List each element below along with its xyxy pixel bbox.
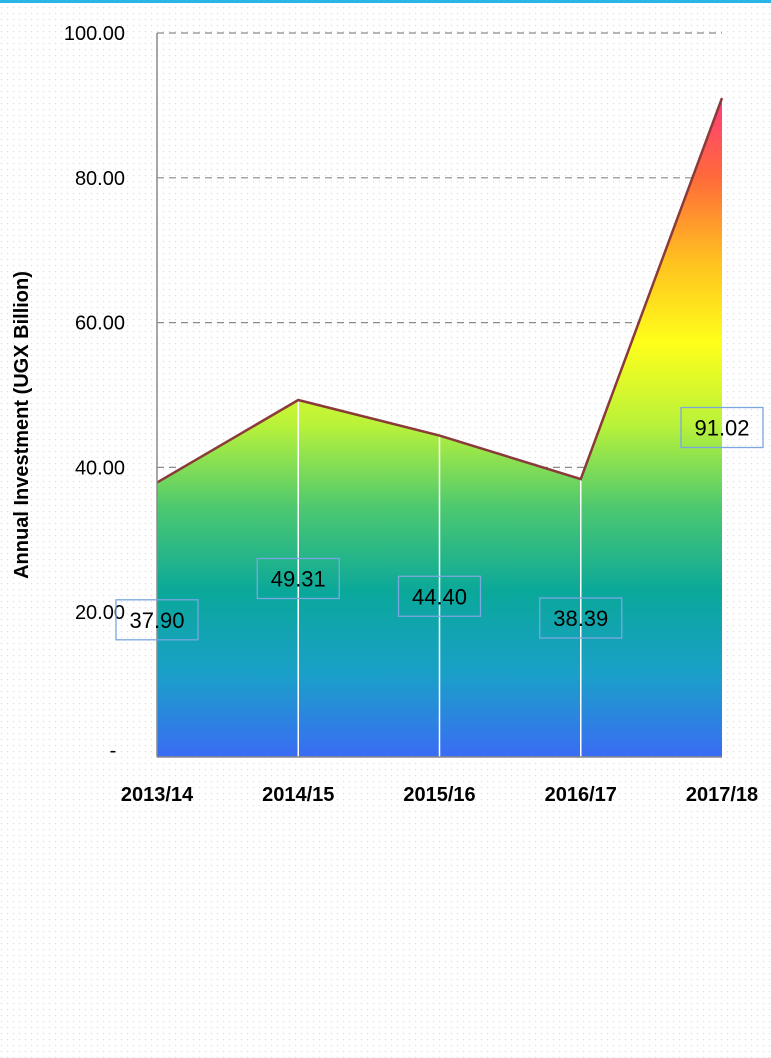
x-tick-label: 2013/14: [121, 784, 194, 806]
data-label: 44.40: [412, 584, 467, 609]
top-border: [0, 0, 771, 3]
y-tick-label: 20.00: [75, 602, 125, 624]
data-label-box: [256, 557, 340, 600]
y-tick-label: 40.00: [75, 457, 125, 479]
y-tick-label: 100.00: [64, 23, 125, 45]
data-label-box: [680, 406, 764, 449]
y-tick-label: -: [110, 740, 117, 762]
x-tick-label: 2017/18: [686, 784, 758, 806]
axes: - 20.00 40.00 60.00 80.00 100.00 2013/14 2014/1…: [64, 23, 758, 806]
data-label: 38.39: [553, 606, 608, 631]
x-tick-label: 2015/16: [403, 784, 475, 806]
series-line: [156, 97, 724, 484]
x-tick-label: 2016/17: [545, 784, 617, 806]
area-series: [156, 97, 724, 757]
data-labels: 37.90 49.31 44.40 38.39 91.02: [115, 406, 764, 641]
x-tick-label: 2014/15: [262, 784, 334, 806]
y-tick-label: 60.00: [75, 313, 125, 335]
data-label: 37.90: [129, 608, 184, 633]
y-tick-label: 80.00: [75, 168, 125, 190]
data-label-box: [397, 575, 482, 617]
data-label-box: [115, 599, 199, 641]
data-label: 91.02: [694, 416, 749, 441]
data-label-box: [539, 597, 623, 639]
data-label: 49.31: [271, 566, 326, 591]
y-axis-title: Annual Investment (UGX Billion): [11, 271, 33, 579]
